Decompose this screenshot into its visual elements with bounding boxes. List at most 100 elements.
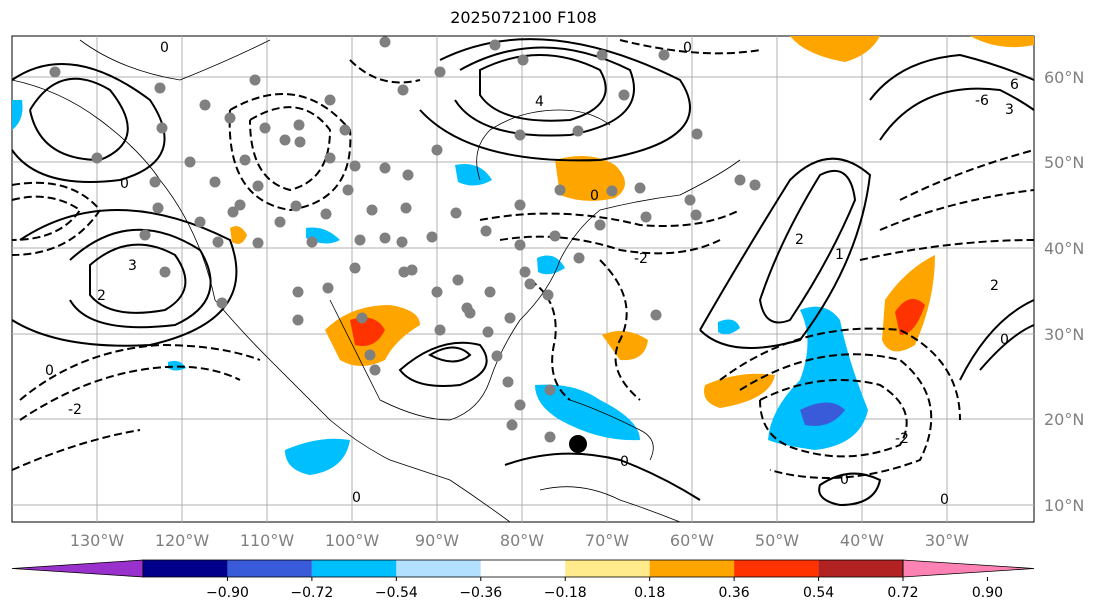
longitude-label: 120°W — [155, 531, 210, 550]
contour-line — [818, 472, 882, 507]
station-dot — [650, 309, 662, 321]
colorbar-tick-label: 0.54 — [803, 585, 834, 601]
station-dot — [484, 286, 496, 298]
contour-label: -2 — [634, 251, 648, 267]
station-dot — [324, 152, 336, 164]
station-dot — [618, 89, 630, 101]
station-dot — [324, 94, 336, 106]
station-dot — [406, 264, 418, 276]
longitude-label: 30°W — [925, 531, 969, 550]
contour-line — [11, 63, 166, 183]
contour-line — [19, 343, 261, 401]
contour-line — [869, 53, 1035, 101]
contour-line — [29, 77, 129, 162]
negative-region — [12, 100, 23, 130]
station-dot — [292, 314, 304, 326]
contour-label: 0 — [940, 492, 949, 508]
station-dot — [349, 262, 361, 274]
negative-contours — [11, 39, 1035, 479]
station-dot — [396, 236, 408, 248]
station-dot — [279, 134, 291, 146]
colorbar-tick-label: 0.90 — [972, 585, 1003, 601]
contour-line — [959, 299, 1035, 381]
contour-label: 6 — [1010, 77, 1019, 93]
longitude-label: 60°W — [670, 531, 714, 550]
contour-label: -6 — [975, 93, 989, 109]
longitude-label: 50°W — [755, 531, 799, 550]
station-dot — [573, 252, 585, 264]
station-dot — [290, 200, 302, 212]
station-dot — [426, 231, 438, 243]
contour-label: 2 — [795, 232, 804, 248]
contour-label: -2 — [895, 431, 909, 447]
contour-line — [11, 429, 141, 471]
contour-label: 0 — [160, 40, 169, 56]
station-dot — [434, 66, 446, 78]
station-dot — [252, 237, 264, 249]
colorbar-tick-label: −0.54 — [375, 585, 418, 601]
contour-label: 0 — [120, 176, 129, 192]
station-dot — [640, 211, 652, 223]
contour-label: -2 — [68, 402, 82, 418]
station-dot — [234, 199, 246, 211]
colorbar-outline — [142, 559, 904, 578]
station-dot — [320, 208, 332, 220]
station-dot — [306, 236, 318, 248]
negative-region — [455, 164, 492, 186]
station-dot — [199, 99, 211, 111]
negative-region — [768, 306, 868, 450]
station-dot — [354, 234, 366, 246]
negative-core — [800, 402, 845, 426]
station-dot — [690, 209, 702, 221]
contour-label: 2 — [990, 278, 999, 294]
contour-line — [69, 228, 212, 329]
station-dot — [322, 282, 334, 294]
station-dot — [502, 376, 514, 388]
contour-line — [759, 379, 908, 458]
station-dot — [749, 179, 761, 191]
colorbar: −0.90 −0.72 −0.54 −0.36 −0.18 0.18 0.36 0.54 0.7… — [11, 559, 1035, 601]
longitude-label: 40°W — [840, 531, 884, 550]
station-dot — [139, 229, 151, 241]
colorbar-segment — [311, 560, 397, 577]
latitude-axis-labels: 60°N 50°N 40°N 30°N 20°N 10°N — [1044, 68, 1084, 515]
station-dot — [544, 384, 556, 396]
colorbar-tick-label: −0.36 — [459, 585, 502, 601]
colorbar-tick-label: 0.36 — [719, 585, 750, 601]
contour-line — [19, 365, 241, 421]
latitude-label: 50°N — [1044, 153, 1084, 172]
station-dot — [482, 326, 494, 338]
station-dot — [606, 185, 618, 197]
colorbar-low-extension — [11, 559, 144, 578]
station-dot — [216, 297, 228, 309]
station-dot — [194, 216, 206, 228]
contour-line — [499, 235, 721, 255]
contour-line — [11, 195, 82, 241]
station-dot — [514, 129, 526, 141]
station-dot — [227, 206, 239, 218]
negative-region — [285, 438, 350, 475]
latitude-label: 40°N — [1044, 239, 1084, 258]
station-dot — [252, 180, 264, 192]
colorbar-tick-label: 0.72 — [887, 585, 918, 601]
station-dot — [159, 266, 171, 278]
station-dot — [379, 36, 391, 48]
station-dot — [480, 225, 492, 237]
contour-line — [249, 106, 332, 192]
station-dot — [517, 54, 529, 66]
contour-line — [719, 327, 961, 421]
colorbar-segment — [143, 560, 228, 577]
contour-line — [619, 39, 761, 55]
colorbar-tick-label: −0.18 — [544, 585, 587, 601]
latitude-label: 20°N — [1044, 410, 1084, 429]
colorbar-segment — [480, 560, 566, 577]
contour-label: 3 — [1005, 102, 1014, 118]
station-dot — [184, 156, 196, 168]
station-dot — [366, 204, 378, 216]
station-dot — [434, 324, 446, 336]
longitude-label: 90°W — [415, 531, 459, 550]
contour-label: 3 — [128, 258, 137, 274]
station-dot — [554, 184, 566, 196]
station-dot — [294, 136, 306, 148]
station-dot — [572, 125, 584, 137]
